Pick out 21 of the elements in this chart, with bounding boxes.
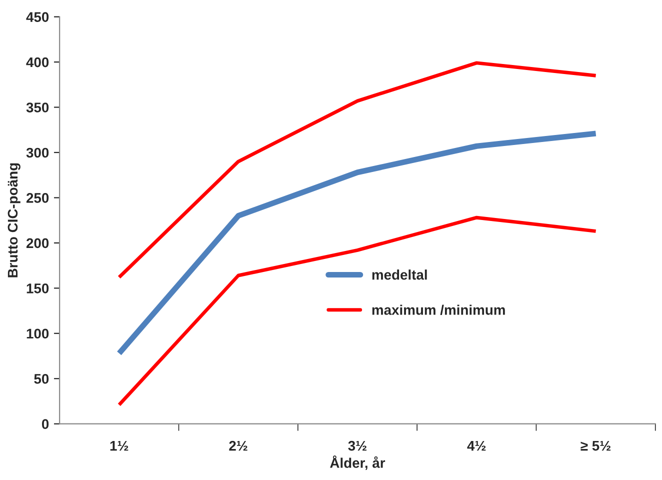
y-tick-label: 50 — [34, 374, 49, 384]
y-tick-label: 300 — [26, 148, 49, 158]
legend-label: maximum /minimum — [372, 304, 505, 316]
x-axis-title: Ålder, år — [330, 456, 386, 470]
x-tick-label: 4½ — [467, 440, 486, 451]
y-tick-label: 200 — [26, 238, 49, 248]
y-tick-label: 150 — [26, 283, 49, 294]
y-tick-label: 100 — [26, 328, 49, 339]
legend-label: medeltal — [372, 270, 427, 280]
x-tick-label: 3½ — [348, 440, 366, 451]
y-tick-label: 400 — [26, 57, 49, 68]
x-tick-label: 1½ — [110, 440, 128, 451]
y-tick-label: 350 — [26, 102, 49, 112]
line-series — [117, 61, 598, 280]
x-tick-label: ≥ 5½ — [580, 440, 611, 451]
y-tick-label: 450 — [26, 12, 49, 22]
y-tick-label: 250 — [26, 193, 49, 203]
y-tick-label: 0 — [42, 419, 49, 430]
x-tick-label: 2½ — [229, 440, 248, 451]
line-series — [117, 216, 598, 407]
y-axis-title: Brutto CIC-poäng — [8, 163, 20, 278]
